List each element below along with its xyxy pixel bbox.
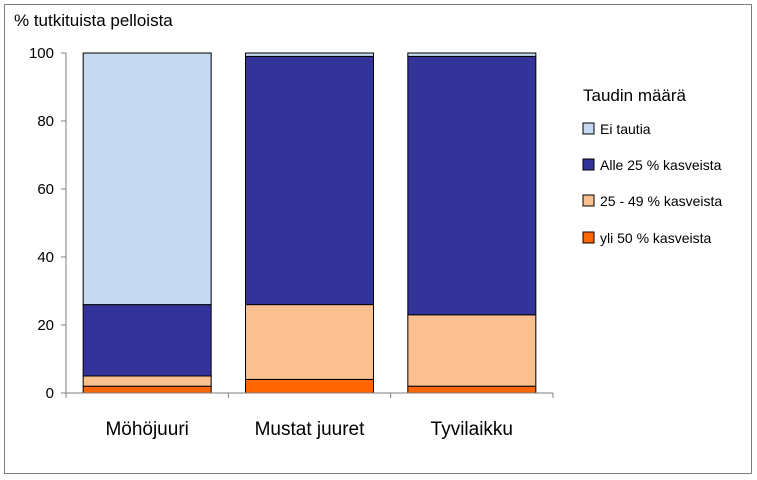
bar-segment bbox=[82, 304, 212, 377]
legend-title: Taudin määrä bbox=[583, 86, 687, 105]
legend-label: Ei tautia bbox=[600, 121, 651, 137]
y-tick-label: 80 bbox=[37, 113, 54, 130]
bar-segment bbox=[407, 385, 537, 394]
x-category-label: Mustat juuret bbox=[255, 419, 366, 440]
bar-segment bbox=[407, 314, 537, 387]
bar-segment bbox=[407, 55, 537, 316]
legend: Ei tautia Alle 25 % kasveista 25 - 49 % ka… bbox=[582, 121, 722, 246]
legend-swatch bbox=[582, 122, 595, 135]
legend-swatch bbox=[582, 158, 595, 171]
bar-segment bbox=[245, 378, 374, 394]
y-tick-label: 40 bbox=[37, 249, 54, 266]
y-tick-label: 0 bbox=[46, 385, 54, 402]
y-tick-label: 60 bbox=[37, 181, 54, 198]
bar-segment bbox=[245, 304, 374, 380]
legend-label: yli 50 % kasveista bbox=[600, 230, 711, 246]
bar-segment bbox=[82, 385, 212, 394]
legend-label: 25 - 49 % kasveista bbox=[600, 193, 722, 209]
bar-segment bbox=[82, 375, 212, 387]
legend-swatch bbox=[582, 194, 595, 207]
y-tick-label: 100 bbox=[29, 45, 54, 62]
x-category-label: Tyvilaikku bbox=[431, 419, 513, 440]
y-tick-label: 20 bbox=[37, 317, 54, 334]
bar-segment bbox=[245, 52, 374, 57]
y-axis-label: % tutkituista pelloista bbox=[14, 11, 173, 30]
bar-segment bbox=[407, 52, 537, 57]
x-category-label: Möhöjuuri bbox=[105, 419, 188, 440]
legend-label: Alle 25 % kasveista bbox=[600, 157, 722, 173]
bar-segment bbox=[245, 55, 374, 306]
chart-frame bbox=[4, 4, 752, 474]
legend-swatch bbox=[582, 231, 595, 244]
bar-segment bbox=[82, 52, 212, 306]
